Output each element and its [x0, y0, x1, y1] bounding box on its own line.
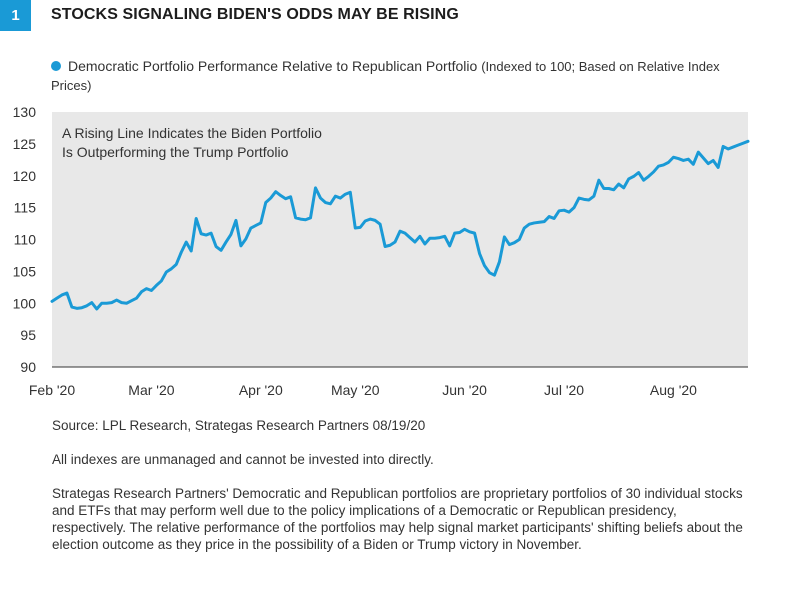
y-tick-label: 125 — [13, 136, 37, 152]
figure-title: STOCKS SIGNALING BIDEN'S ODDS MAY BE RIS… — [51, 6, 459, 23]
y-tick-label: 120 — [13, 168, 37, 184]
y-tick-label: 110 — [14, 232, 37, 248]
annotation-line-1: A Rising Line Indicates the Biden Portfo… — [62, 125, 322, 141]
figure-number-badge: 1 — [0, 0, 31, 31]
y-tick-label: 95 — [20, 327, 36, 343]
x-tick-label: Mar '20 — [128, 382, 174, 398]
series-line — [50, 139, 750, 311]
annotation-line-2: Is Outperforming the Trump Portfolio — [62, 144, 289, 160]
legend-marker-icon — [51, 61, 61, 71]
x-tick-label: Apr '20 — [239, 382, 283, 398]
source-note: Source: LPL Research, Strategas Research… — [52, 418, 426, 433]
legend: Democratic Portfolio Performance Relativ… — [51, 57, 741, 95]
line-chart: 90 95 100 105 110 115 120 125 130 Feb '20 Mar '20… — [13, 104, 750, 398]
description-note: Strategas Research Partners' Democratic … — [52, 486, 743, 552]
y-tick-label: 115 — [14, 200, 37, 216]
legend-note: (Indexed to 100; Based on Relative Index… — [51, 59, 720, 93]
x-tick-label: Feb '20 — [29, 382, 75, 398]
x-tick-label: Aug '20 — [650, 382, 697, 398]
legend-label: Democratic Portfolio Performance Relativ… — [68, 58, 478, 74]
x-tick-label: Jun '20 — [442, 382, 487, 398]
y-tick-label: 105 — [13, 263, 37, 279]
y-tick-label: 100 — [13, 295, 37, 311]
x-tick-label: Jul '20 — [544, 382, 584, 398]
plot-area — [52, 112, 748, 367]
y-tick-label: 90 — [20, 359, 36, 375]
y-tick-label: 130 — [13, 104, 37, 120]
disclaimer-note: All indexes are unmanaged and cannot be … — [52, 452, 434, 467]
x-tick-label: May '20 — [331, 382, 380, 398]
